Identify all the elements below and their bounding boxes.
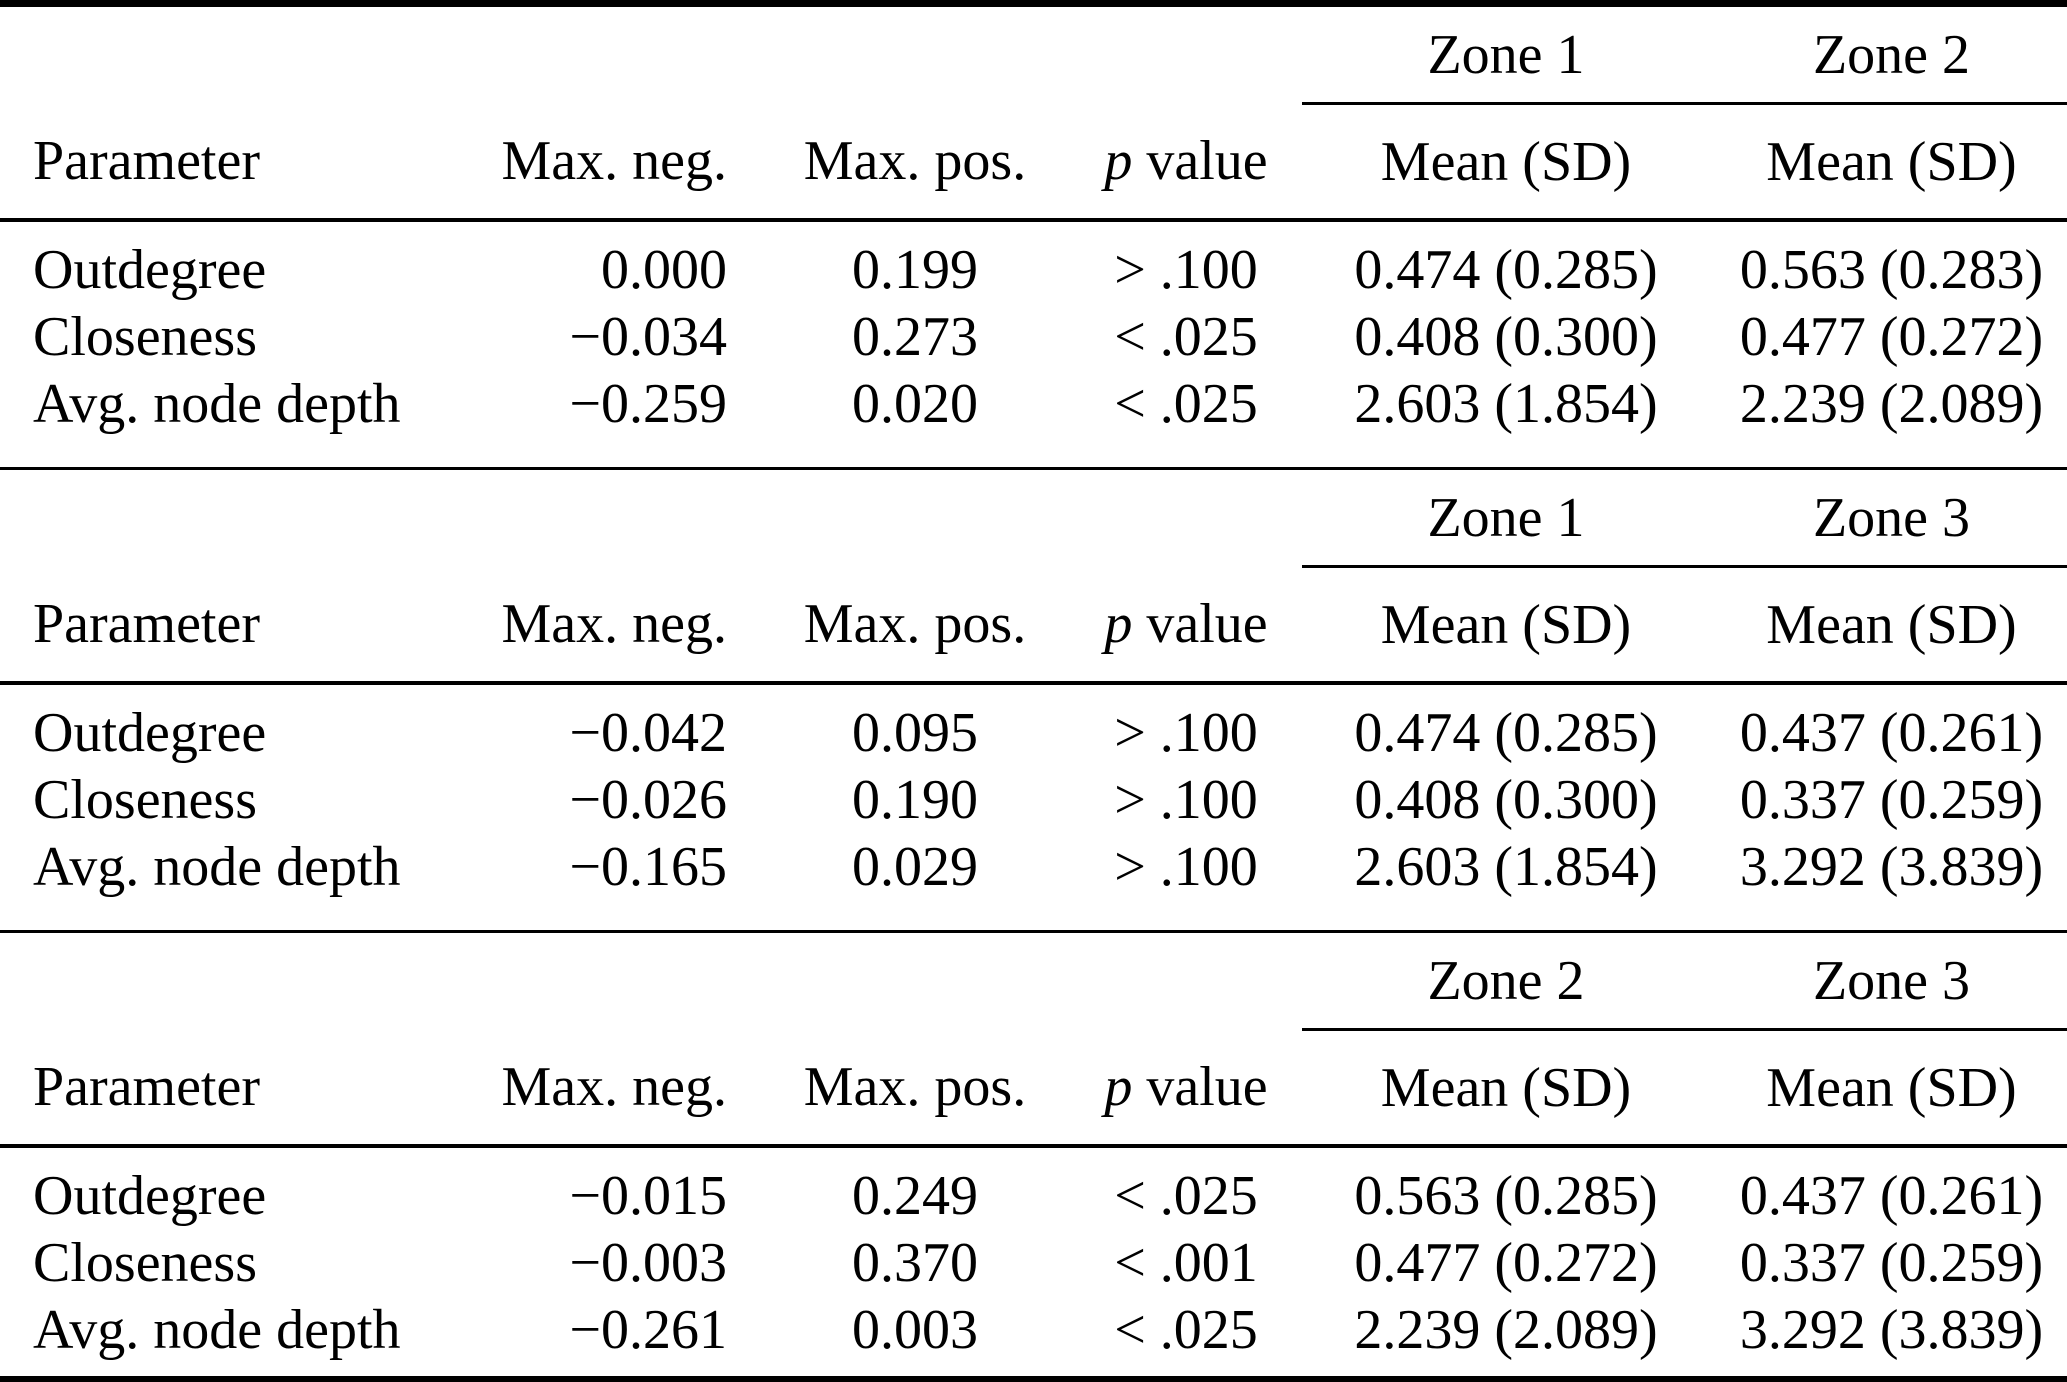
col-header-parameter: Parameter	[0, 103, 480, 222]
parameter-cell: Avg. node depth	[33, 1298, 401, 1361]
parameter-cell: Closeness	[33, 305, 257, 368]
table-row: Closeness −0.034 0.273 < .025 0.408 (0.3…	[0, 303, 2067, 370]
max-pos-cell: 0.249	[852, 1164, 978, 1227]
max-neg-cell: −0.003	[569, 1231, 727, 1294]
zone-a-header: Zone 1	[1302, 7, 1680, 105]
col-header-max-pos: Max. pos.	[730, 1029, 1100, 1148]
max-pos-cell: 0.029	[852, 835, 978, 898]
max-neg-cell: 0.000	[601, 238, 727, 301]
col-header-p-value: p value	[1100, 1029, 1302, 1148]
mean-sd-a-cell: 2.603 (1.854)	[1354, 835, 1658, 898]
table-row: Outdegree −0.042 0.095 > .100 0.474 (0.2…	[0, 699, 2067, 766]
parameter-cell: Outdegree	[33, 701, 267, 764]
mean-sd-a-cell: 0.408 (0.300)	[1354, 768, 1658, 831]
mean-sd-b-cell: 0.437 (0.261)	[1739, 701, 2044, 764]
col-header-mean-sd-a: Mean (SD)	[1302, 1029, 1680, 1148]
mean-sd-b-cell: 3.292 (3.839)	[1739, 1298, 2044, 1361]
zone-comparison-table-2: Zone 1 Zone 3 Parameter Max. neg. Max. p…	[0, 470, 2067, 933]
max-pos-cell: 0.003	[852, 1298, 978, 1361]
parameter-cell: Avg. node depth	[33, 372, 401, 435]
zone-header-row: Zone 1 Zone 3	[0, 470, 2067, 568]
p-value-cell: > .100	[1114, 835, 1258, 898]
table-row: Avg. node depth −0.259 0.020 < .025 2.60…	[0, 370, 2067, 437]
max-pos-cell: 0.020	[852, 372, 978, 435]
p-value-cell: < .025	[1114, 305, 1258, 368]
mean-sd-a-cell: 0.474 (0.285)	[1354, 701, 1658, 764]
parameter-cell: Closeness	[33, 768, 257, 831]
table-row: Closeness −0.026 0.190 > .100 0.408 (0.3…	[0, 766, 2067, 833]
col-header-mean-sd-b: Mean (SD)	[1680, 1029, 2067, 1148]
col-header-max-neg: Max. neg.	[480, 566, 730, 685]
col-header-mean-sd-b: Mean (SD)	[1680, 103, 2067, 222]
p-value-cell: > .100	[1114, 768, 1258, 831]
mean-sd-a-cell: 0.408 (0.300)	[1354, 305, 1658, 368]
col-header-mean-sd-b: Mean (SD)	[1680, 566, 2067, 685]
mean-sd-b-cell: 3.292 (3.839)	[1739, 835, 2044, 898]
p-value-cell: < .025	[1114, 1298, 1258, 1361]
parameter-cell: Closeness	[33, 1231, 257, 1294]
col-header-max-neg: Max. neg.	[480, 103, 730, 222]
p-value-cell: < .001	[1114, 1231, 1258, 1294]
max-pos-cell: 0.190	[852, 768, 978, 831]
column-header-row: Parameter Max. neg. Max. pos. p value Me…	[0, 566, 2067, 685]
zone-comparison-table-3: Zone 2 Zone 3 Parameter Max. neg. Max. p…	[0, 933, 2067, 1376]
zone-b-header: Zone 3	[1680, 470, 2067, 568]
mean-sd-b-cell: 0.477 (0.272)	[1739, 305, 2044, 368]
max-neg-cell: −0.034	[569, 305, 727, 368]
p-value-cell: < .025	[1114, 1164, 1258, 1227]
p-value-cell: < .025	[1114, 372, 1258, 435]
col-header-p-value: p value	[1100, 103, 1302, 222]
max-pos-cell: 0.370	[852, 1231, 978, 1294]
mean-sd-b-cell: 0.337 (0.259)	[1739, 1231, 2044, 1294]
max-pos-cell: 0.095	[852, 701, 978, 764]
zone-b-header: Zone 3	[1680, 933, 2067, 1031]
mean-sd-a-cell: 0.477 (0.272)	[1354, 1231, 1658, 1294]
column-header-row: Parameter Max. neg. Max. pos. p value Me…	[0, 1029, 2067, 1148]
max-neg-cell: −0.261	[569, 1298, 727, 1361]
zone-a-header: Zone 2	[1302, 933, 1680, 1031]
table-row: Outdegree 0.000 0.199 > .100 0.474 (0.28…	[0, 236, 2067, 303]
parameter-cell: Avg. node depth	[33, 835, 401, 898]
col-header-max-pos: Max. pos.	[730, 103, 1100, 222]
zone-b-header: Zone 2	[1680, 7, 2067, 105]
parameter-cell: Outdegree	[33, 238, 267, 301]
mean-sd-b-cell: 0.337 (0.259)	[1739, 768, 2044, 831]
max-pos-cell: 0.199	[852, 238, 978, 301]
mean-sd-b-cell: 2.239 (2.089)	[1739, 372, 2044, 435]
mean-sd-a-cell: 2.603 (1.854)	[1354, 372, 1658, 435]
table-row: Outdegree −0.015 0.249 < .025 0.563 (0.2…	[0, 1162, 2067, 1229]
p-value-cell: > .100	[1114, 238, 1258, 301]
zone-comparison-table-1: Zone 1 Zone 2 Parameter Max. neg. Max. p…	[0, 7, 2067, 470]
zone-header-row: Zone 2 Zone 3	[0, 933, 2067, 1031]
max-neg-cell: −0.259	[569, 372, 727, 435]
mean-sd-a-cell: 0.474 (0.285)	[1354, 238, 1658, 301]
table-row: Closeness −0.003 0.370 < .001 0.477 (0.2…	[0, 1229, 2067, 1296]
max-pos-cell: 0.273	[852, 305, 978, 368]
mean-sd-a-cell: 0.563 (0.285)	[1354, 1164, 1658, 1227]
col-header-parameter: Parameter	[0, 566, 480, 685]
col-header-mean-sd-a: Mean (SD)	[1302, 566, 1680, 685]
col-header-max-neg: Max. neg.	[480, 1029, 730, 1148]
table-row: Avg. node depth −0.165 0.029 > .100 2.60…	[0, 833, 2067, 900]
zone-header-row: Zone 1 Zone 2	[0, 7, 2067, 105]
mean-sd-b-cell: 0.437 (0.261)	[1739, 1164, 2044, 1227]
mean-sd-b-cell: 0.563 (0.283)	[1739, 238, 2044, 301]
parameter-cell: Outdegree	[33, 1164, 267, 1227]
col-header-max-pos: Max. pos.	[730, 566, 1100, 685]
max-neg-cell: −0.015	[569, 1164, 727, 1227]
column-header-row: Parameter Max. neg. Max. pos. p value Me…	[0, 103, 2067, 222]
max-neg-cell: −0.026	[569, 768, 727, 831]
col-header-parameter: Parameter	[0, 1029, 480, 1148]
max-neg-cell: −0.165	[569, 835, 727, 898]
max-neg-cell: −0.042	[569, 701, 727, 764]
table-row: Avg. node depth −0.261 0.003 < .025 2.23…	[0, 1296, 2067, 1363]
mean-sd-a-cell: 2.239 (2.089)	[1354, 1298, 1658, 1361]
zone-a-header: Zone 1	[1302, 470, 1680, 568]
p-value-cell: > .100	[1114, 701, 1258, 764]
col-header-mean-sd-a: Mean (SD)	[1302, 103, 1680, 222]
col-header-p-value: p value	[1100, 566, 1302, 685]
